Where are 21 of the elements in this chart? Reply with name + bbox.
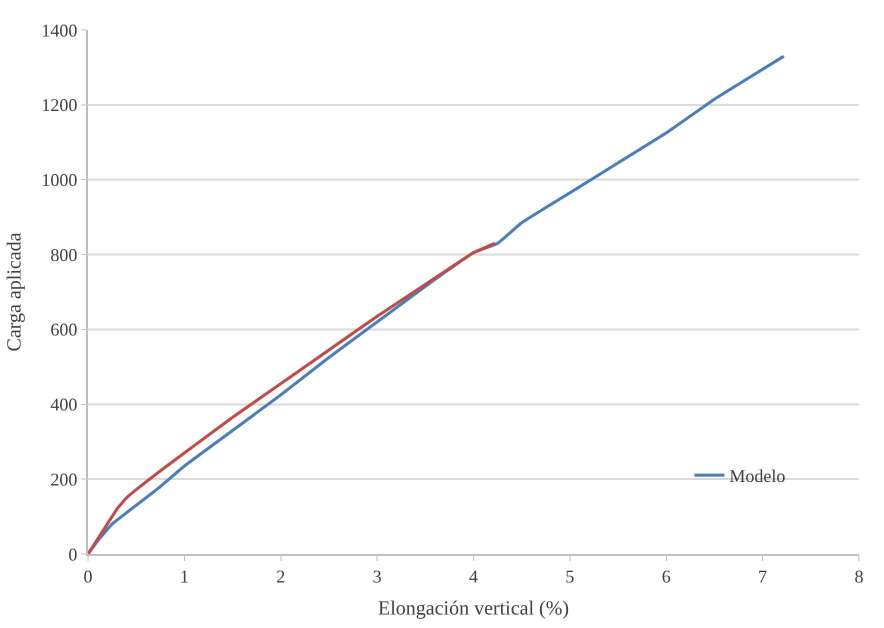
y-tick-label: 600	[50, 320, 78, 340]
y-tick-label: 800	[50, 244, 78, 265]
y-tick-label: 1400	[41, 20, 78, 40]
x-tick-label: 8	[854, 566, 864, 587]
x-tick-label: 3	[372, 566, 382, 587]
y-tick-label: 400	[50, 394, 78, 415]
x-tick-label: 6	[662, 566, 671, 587]
y-tick-label: 1000	[41, 170, 78, 190]
y-tick-label: 1200	[41, 95, 78, 116]
y-tick-label: 200	[50, 469, 78, 490]
x-tick-label: 7	[758, 566, 768, 587]
x-tick-label: 0	[84, 566, 92, 587]
x-tick-label: 1	[180, 566, 189, 587]
x-tick-label: 4	[469, 566, 478, 587]
y-tick-label: 0	[68, 544, 78, 564]
y-axis-title: Carga aplicada	[3, 232, 26, 352]
x-tick-label: 2	[276, 566, 286, 587]
x-axis-title: Elongación vertical (%)	[378, 598, 570, 620]
x-tick-label: 5	[565, 566, 574, 587]
line-series	[88, 242, 496, 554]
legend-label: Modelo	[729, 466, 786, 486]
